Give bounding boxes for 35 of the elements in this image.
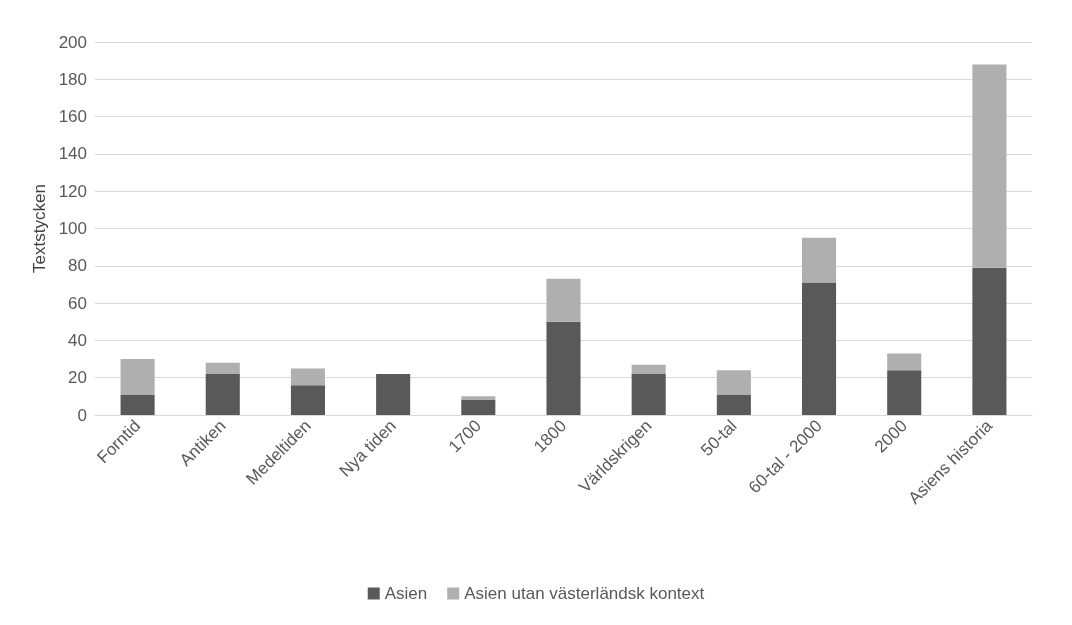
bar bbox=[205, 373, 240, 415]
bar bbox=[205, 362, 240, 374]
bar bbox=[290, 385, 325, 415]
bar bbox=[887, 353, 922, 371]
y-tick-label: 180 bbox=[58, 69, 87, 89]
y-tick-label: 120 bbox=[58, 181, 87, 201]
bar bbox=[631, 364, 666, 374]
bar bbox=[461, 396, 496, 401]
bar bbox=[972, 64, 1007, 268]
y-tick-label: 80 bbox=[68, 256, 87, 276]
bar bbox=[546, 278, 581, 322]
y-tick-label: 0 bbox=[77, 405, 87, 425]
y-tick-label: 20 bbox=[68, 368, 87, 388]
bar bbox=[461, 400, 496, 415]
bar bbox=[716, 370, 751, 395]
bar bbox=[546, 321, 581, 415]
bar bbox=[631, 373, 666, 415]
bar bbox=[716, 394, 751, 415]
y-tick-label: 60 bbox=[68, 293, 87, 313]
bar bbox=[802, 282, 837, 415]
bar bbox=[120, 359, 155, 395]
bar bbox=[376, 373, 411, 415]
bar bbox=[802, 237, 837, 283]
y-tick-label: 160 bbox=[58, 107, 87, 127]
y-tick-label: 200 bbox=[58, 32, 87, 52]
y-tick-label: 40 bbox=[68, 330, 87, 350]
y-tick-label: 100 bbox=[58, 219, 87, 238]
bar bbox=[290, 368, 325, 386]
legend-label: Asien bbox=[384, 584, 428, 603]
y-tick-label: 140 bbox=[58, 144, 87, 164]
bar bbox=[887, 370, 922, 415]
legend-label: Asien utan västerländsk kontext bbox=[464, 584, 705, 603]
bar bbox=[120, 394, 155, 415]
y-axis-title: Textstycken bbox=[29, 184, 49, 273]
bar bbox=[972, 267, 1007, 415]
